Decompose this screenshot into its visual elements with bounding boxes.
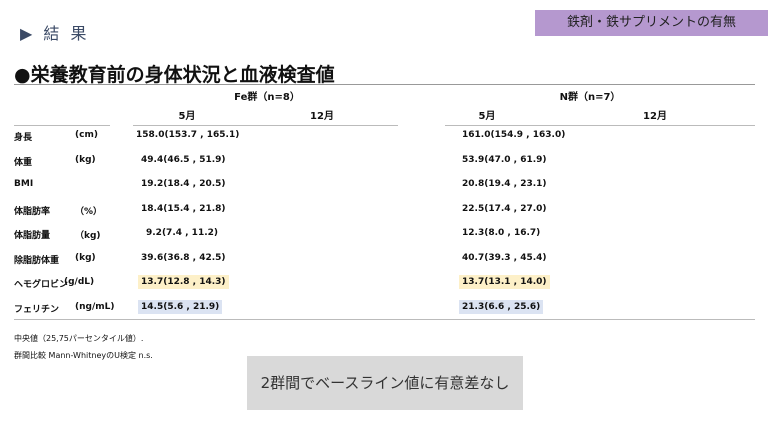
n-may-value: 40.7(39.3 , 45.4) — [462, 252, 547, 263]
fe-month-may: 5月 — [178, 111, 196, 122]
row-label: 身長 — [14, 133, 33, 143]
row-unit: (kg) — [75, 252, 96, 263]
row-unit: (g/dL) — [64, 277, 95, 287]
row-label: BMI — [14, 179, 34, 189]
row-label: 体重 — [14, 157, 33, 168]
header-divider — [445, 125, 755, 126]
row-label: 体脂肪量 — [14, 231, 51, 241]
n-may-value: 21.3(6.6 , 25.6) — [459, 299, 544, 314]
fe-month-dec: 12月 — [310, 111, 334, 122]
n-month-may: 5月 — [478, 111, 496, 122]
n-may-value: 13.7(13.1 , 14.0) — [459, 275, 550, 289]
row-unit: （kg) — [75, 231, 101, 241]
fe-may-value: 49.4(46.5 , 51.9) — [141, 154, 226, 165]
row-label: 除脂肪体重 — [14, 255, 60, 266]
n-may-value: 12.3(8.0 , 16.7) — [462, 228, 541, 238]
n-may-value: 22.5(17.4 , 27.0) — [462, 203, 547, 214]
group-header-fe: Fe群（n=8） — [234, 92, 300, 103]
row-unit: (ng/mL) — [75, 301, 115, 312]
fe-may-value: 13.7(12.8 , 14.3) — [138, 275, 229, 289]
fe-may-value: 9.2(7.4 , 11.2) — [146, 228, 219, 238]
fe-may-value: 39.6(36.8 , 42.5) — [141, 252, 226, 263]
fe-may-value: 14.5(5.6 , 21.9) — [138, 299, 223, 314]
fe-may-value: 19.2(18.4 , 20.5) — [141, 179, 226, 189]
row-label: ヘモグロビン — [14, 280, 69, 290]
fe-may-value: 158.0(153.7 , 165.1) — [136, 130, 240, 140]
header-divider — [14, 125, 110, 126]
n-may-value: 20.8(19.4 , 23.1) — [462, 179, 547, 189]
row-unit: (kg) — [75, 154, 96, 165]
row-label: 体脂肪率 — [14, 206, 51, 217]
row-label: フェリチン — [14, 304, 60, 315]
footnote-test: 群間比較 Mann-WhitneyのU検定 n.s. — [14, 351, 153, 360]
n-may-value: 161.0(154.9 , 163.0) — [462, 130, 566, 140]
footnote-median: 中央値（25,75パーセンタイル値）. — [14, 334, 144, 343]
n-may-value: 53.9(47.0 , 61.9) — [462, 154, 547, 165]
row-unit: （%） — [75, 206, 103, 217]
conclusion-box: 2群間でベースライン値に有意差なし — [247, 356, 523, 410]
fe-may-value: 18.4(15.4 , 21.8) — [141, 203, 226, 214]
header-divider — [133, 125, 398, 126]
section-heading: ▶ 結 果 — [20, 24, 90, 43]
topic-badge: 鉄剤・鉄サプリメントの有無 — [535, 10, 768, 36]
table-bottom-rule — [14, 319, 755, 320]
n-month-dec: 12月 — [643, 111, 667, 122]
group-header-n: N群（n=7） — [559, 92, 621, 103]
slide-title: ●栄養教育前の身体状況と血液検査値 — [14, 64, 335, 86]
title-divider — [14, 84, 755, 85]
row-unit: (cm) — [75, 130, 98, 140]
